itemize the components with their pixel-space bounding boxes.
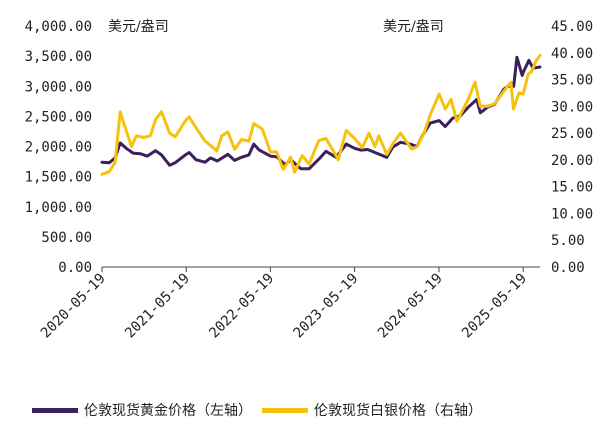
- left-y-tick-label: 3,000.00: [25, 79, 92, 95]
- legend: 伦敦现货黄金价格（左轴） 伦敦现货白银价格（右轴）: [32, 398, 607, 422]
- left-y-tick-label: 1,000.00: [25, 200, 92, 216]
- x-tick-label: 2021-05-19: [122, 271, 193, 342]
- left-unit-label: 美元/盎司: [108, 19, 169, 35]
- left-y-tick-label: 500.00: [41, 230, 92, 246]
- right-y-tick-label: 35.00: [551, 73, 593, 89]
- right-y-tick-label: 10.00: [551, 206, 593, 222]
- x-axis: 2020-05-19 2021-05-19 2022-05-19 2023-05-19…: [38, 266, 540, 342]
- legend-label-silver: 伦敦现货白银价格（右轴）: [314, 403, 482, 419]
- x-tick-label: 2022-05-19: [206, 271, 277, 342]
- series-line-silver: [100, 54, 542, 176]
- legend-item-silver: 伦敦现货白银价格（右轴）: [262, 400, 482, 420]
- legend-label-gold: 伦敦现货黄金价格（左轴）: [84, 403, 252, 419]
- left-y-tick-label: 2,000.00: [25, 140, 92, 156]
- series-layer: [100, 54, 542, 176]
- right-y-tick-label: 0.00: [551, 260, 585, 276]
- left-y-tick-label: 2,500.00: [25, 109, 92, 125]
- right-y-tick-label: 20.00: [551, 153, 593, 169]
- right-y-tick-label: 40.00: [551, 46, 593, 62]
- chart: 美元/盎司 美元/盎司 0.00 500.00 1,000.00 1,500.00 2,…: [25, 19, 594, 342]
- right-unit-label: 美元/盎司: [383, 19, 444, 35]
- right-y-tick-label: 15.00: [551, 180, 593, 196]
- x-tick-label: 2023-05-19: [290, 271, 361, 342]
- series-line-gold: [100, 55, 542, 171]
- right-y-axis: 0.00 5.00 10.00 15.00 20.00 25.00 30.00 35.00 40…: [551, 19, 593, 276]
- x-tick-label: 2025-05-19: [459, 271, 530, 342]
- left-y-tick-label: 1,500.00: [25, 170, 92, 186]
- left-y-tick-label: 3,500.00: [25, 49, 92, 65]
- x-tick-label: 2024-05-19: [375, 271, 446, 342]
- x-tick-label: 2020-05-19: [38, 271, 109, 342]
- legend-swatch-gold: [32, 407, 78, 413]
- right-y-tick-label: 30.00: [551, 99, 593, 115]
- right-y-tick-label: 25.00: [551, 126, 593, 142]
- right-y-tick-label: 5.00: [551, 233, 585, 249]
- legend-swatch-silver: [262, 407, 308, 413]
- left-y-tick-label: 0.00: [58, 260, 92, 276]
- left-y-axis: 0.00 500.00 1,000.00 1,500.00 2,000.00 2,500.…: [25, 19, 92, 276]
- left-y-tick-label: 4,000.00: [25, 19, 92, 35]
- legend-item-gold: 伦敦现货黄金价格（左轴）: [32, 400, 252, 420]
- right-y-tick-label: 45.00: [551, 19, 593, 35]
